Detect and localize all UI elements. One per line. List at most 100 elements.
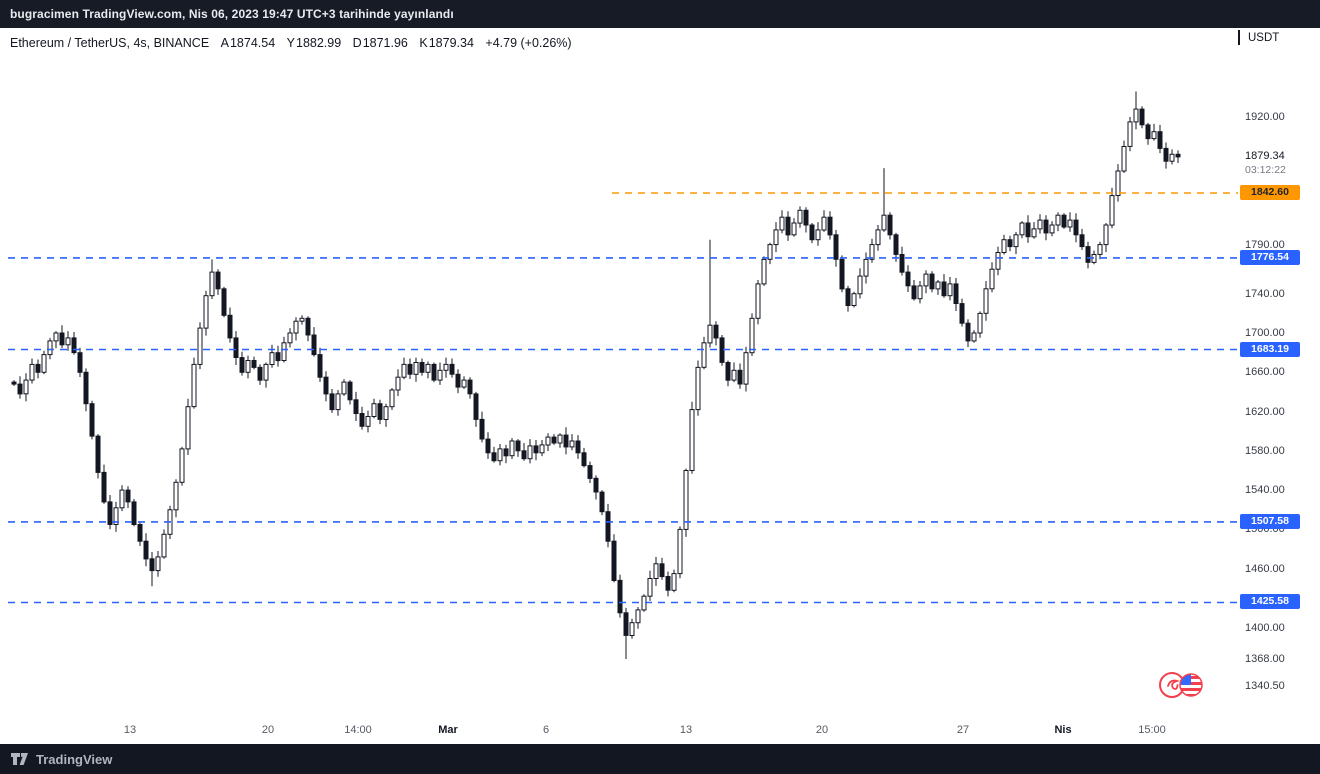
candle-body — [869, 244, 875, 260]
candle-body — [275, 352, 281, 362]
candle-body — [437, 369, 443, 381]
time-tick: 13 — [123, 724, 137, 736]
candle-body — [953, 283, 959, 304]
candle-body — [749, 317, 755, 354]
level-price-label[interactable]: 1683.19 — [1240, 342, 1300, 357]
price-axis[interactable]: USDT 1920.00 1790.00 1740.00 1700.00 1660.00… — [1238, 28, 1320, 744]
price-tick: 1920.00 — [1245, 110, 1285, 124]
candle-body — [557, 434, 563, 444]
candle-body — [1037, 219, 1043, 230]
candle-body — [161, 533, 167, 558]
candle-body — [53, 332, 59, 342]
candle-body — [257, 366, 263, 381]
candle-body — [209, 271, 215, 297]
level-price-label[interactable]: 1425.58 — [1240, 594, 1300, 609]
price-tick: 1340.50 — [1245, 679, 1285, 693]
candle-body — [887, 214, 893, 236]
candle-body — [185, 406, 191, 450]
candle-body — [857, 275, 863, 295]
tradingview-logo-icon[interactable] — [10, 752, 29, 766]
symbol-title[interactable]: Ethereum / TetherUS, 4s, BINANCE — [10, 36, 210, 50]
candle-body — [467, 379, 473, 395]
candle-body — [839, 258, 845, 290]
candle-body — [353, 399, 359, 414]
quote-close: K1879.34 — [419, 36, 474, 50]
tradingview-brand-text[interactable]: TradingView — [36, 751, 113, 767]
current-price-label: 1879.34 — [1245, 150, 1285, 162]
candle-body — [383, 406, 389, 421]
chart-area[interactable]: Ethereum / TetherUS, 4s, BINANCE A1874.5… — [0, 28, 1320, 744]
candle-body — [431, 363, 437, 381]
candle-body — [125, 489, 131, 503]
candle-body — [731, 369, 737, 381]
time-tick: 20 — [261, 724, 275, 736]
candle-body — [563, 434, 569, 448]
candle-body — [1001, 239, 1007, 253]
candle-body — [251, 360, 257, 368]
candle-body — [1073, 219, 1079, 236]
candle-body — [779, 216, 785, 231]
candle-body — [809, 224, 815, 241]
candle-body — [1055, 214, 1061, 226]
candle-body — [1151, 131, 1157, 140]
candle-body — [1079, 234, 1085, 248]
candle-body — [377, 403, 383, 420]
price-tick: 1368.00 — [1245, 652, 1285, 666]
candle-body — [269, 352, 275, 366]
candle-body — [473, 393, 479, 420]
level-price-label[interactable]: 1842.60 — [1240, 185, 1300, 200]
candle-body — [335, 393, 341, 411]
candle-body — [227, 314, 233, 339]
candle-body — [215, 271, 221, 290]
candle-body — [701, 342, 707, 368]
symbol-info-bar[interactable]: Ethereum / TetherUS, 4s, BINANCE A1874.5… — [10, 36, 572, 50]
level-price-label[interactable]: 1776.54 — [1240, 250, 1300, 265]
candle-body — [947, 283, 953, 297]
candle-body — [1109, 195, 1115, 226]
candle-body — [77, 352, 83, 373]
time-tick: 6 — [542, 724, 550, 736]
quote-high: Y1882.99 — [286, 36, 342, 50]
candle-body — [677, 528, 683, 575]
candle-body — [929, 273, 935, 290]
candle-body — [983, 288, 989, 314]
candle-body — [371, 403, 377, 418]
time-axis[interactable]: 13 20 14:00 Mar 6 13 20 27 Nis 15:00 — [0, 714, 1238, 744]
candle-body — [605, 511, 611, 542]
candle-body — [419, 362, 425, 373]
candle-body — [521, 450, 527, 460]
candle-body — [221, 288, 227, 316]
candle-body — [317, 354, 323, 378]
candle-body — [797, 209, 803, 224]
candle-body — [743, 352, 749, 385]
candle-body — [755, 283, 761, 319]
candle-body — [653, 563, 659, 579]
candle-body — [611, 540, 617, 582]
candle-body — [1133, 108, 1139, 123]
candle-body — [239, 357, 245, 373]
candle-body — [971, 332, 977, 342]
candle-body — [395, 376, 401, 391]
candle-body — [1043, 219, 1049, 234]
candle-body — [479, 418, 485, 440]
price-tick: 1580.00 — [1245, 444, 1285, 458]
candle-body — [941, 281, 947, 297]
candle-body — [689, 409, 695, 472]
candle-body — [365, 416, 371, 427]
candle-body — [773, 229, 779, 246]
chart-canvas[interactable] — [0, 28, 1320, 744]
candle-body — [659, 563, 665, 578]
time-tick: 20 — [815, 724, 829, 736]
candle-body — [683, 470, 689, 530]
candle-body — [389, 389, 395, 408]
price-tick: 1790.00 — [1245, 238, 1285, 252]
candle-body — [935, 281, 941, 290]
candle-body — [191, 363, 197, 408]
candle-body — [1127, 121, 1133, 147]
candle-body — [881, 214, 887, 231]
candle-body — [485, 438, 491, 454]
price-tick: 1400.00 — [1245, 621, 1285, 635]
candle-body — [899, 254, 905, 273]
level-price-label[interactable]: 1507.58 — [1240, 514, 1300, 529]
candle-body — [17, 383, 23, 395]
